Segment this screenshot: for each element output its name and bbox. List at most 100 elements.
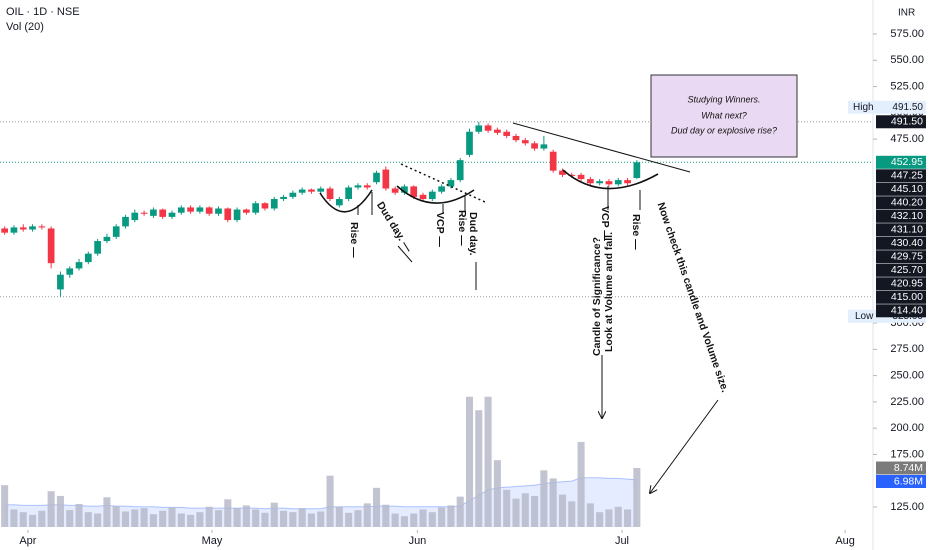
candle-body: [466, 131, 473, 155]
candle-body: [94, 241, 101, 254]
volume-bar: [586, 503, 594, 527]
candle-body: [335, 199, 343, 206]
note-text: What next?: [701, 110, 747, 120]
volume-bar: [205, 506, 213, 527]
x-tick-label: May: [202, 535, 223, 547]
candle-body: [531, 143, 538, 149]
candle-body: [512, 135, 520, 141]
volume-bar: [363, 503, 371, 527]
volume-bar: [391, 513, 399, 527]
price-box: [876, 236, 926, 250]
volume-bar: [614, 506, 622, 527]
volume-bar: [531, 495, 539, 527]
candle-body: [233, 209, 241, 221]
volume-bar: [475, 410, 483, 527]
y-tick-label: 525.00: [890, 80, 924, 92]
candle-body: [19, 227, 27, 230]
volume-bar: [410, 513, 418, 527]
volume-bar: [289, 512, 297, 527]
price-box: [876, 182, 926, 196]
price-label: 491.50: [891, 116, 923, 128]
y-tick-label: 475.00: [890, 133, 924, 145]
annotation: Rise —: [456, 210, 468, 246]
volume-bar: [47, 491, 55, 527]
candle-body: [131, 212, 139, 221]
candle-body: [624, 180, 631, 184]
price-label: 452.95: [891, 156, 923, 168]
y-tick-label: 550.00: [890, 54, 924, 66]
price-box: [876, 250, 926, 264]
annotation: Dud day.: [467, 212, 479, 256]
candle-body: [438, 186, 445, 192]
volume-bar: [484, 396, 492, 527]
candle-body: [38, 226, 46, 228]
note-text: Studying Winners.: [688, 94, 761, 104]
price-box: [876, 290, 926, 304]
candle-body: [587, 179, 594, 184]
candle-body: [363, 185, 371, 188]
price-box: [876, 115, 926, 129]
annotation: Now check this candle and Volume size.: [655, 201, 731, 394]
candle-body: [140, 212, 148, 214]
volume-bar: [382, 504, 390, 527]
volume-bar: [10, 509, 18, 527]
y-tick-label: 200.00: [890, 422, 924, 434]
volume-bar: [149, 514, 157, 527]
price-label: 447.25: [891, 170, 923, 182]
volume-bar: [428, 512, 436, 527]
volume-bar: [84, 512, 92, 527]
volume-bar: [280, 510, 288, 527]
price-box: [876, 169, 926, 183]
note-text: Dud day or explosive rise?: [671, 125, 777, 135]
drawings: [319, 122, 719, 493]
candle-body: [568, 174, 576, 176]
price-label: 445.10: [891, 183, 923, 195]
annotation: Rise —: [348, 222, 360, 258]
annotation: VCP —: [434, 212, 446, 247]
volume-bar: [38, 510, 46, 527]
volume-bar: [503, 489, 511, 527]
y-tick-label: 175.00: [890, 448, 924, 460]
volume-bar: [521, 493, 529, 527]
candle-body: [103, 236, 111, 242]
price-box: [876, 223, 926, 237]
volume-bar: [196, 512, 204, 527]
trend-line: [512, 122, 691, 173]
candle-body: [354, 185, 362, 188]
x-tick-label: Jun: [409, 535, 427, 547]
price-label: 440.20: [891, 197, 923, 209]
price-label: 430.40: [891, 237, 923, 249]
candle-body: [10, 227, 18, 233]
volume-bar: [447, 505, 455, 527]
price-box: [876, 209, 926, 223]
high-label: High: [853, 102, 874, 113]
candle-body: [57, 274, 64, 290]
price-box: [876, 155, 926, 169]
volume-bar: [558, 494, 567, 527]
candle-body: [298, 189, 306, 193]
candle-body: [159, 209, 167, 217]
price-label: 414.40: [891, 305, 923, 317]
price-box: [876, 263, 926, 277]
volume-bar: [326, 475, 334, 527]
y-tick-label: 250.00: [890, 370, 924, 382]
volume-bar: [19, 512, 27, 527]
high-value: 491.50: [892, 102, 923, 113]
volume-bar: [633, 468, 641, 527]
volume-bar: [140, 508, 148, 527]
low-label: Low: [855, 311, 874, 322]
price-box: [876, 304, 926, 318]
volume-bar: [493, 460, 501, 527]
volume-bar: [131, 509, 139, 527]
volume-bar: [512, 498, 520, 527]
x-tick-label: Apr: [19, 535, 36, 547]
candle-body: [494, 129, 501, 133]
volume-bar: [345, 512, 353, 527]
cup-arc: [396, 185, 475, 204]
volume-bar: [187, 514, 195, 527]
volume-bar: [307, 513, 315, 527]
volume-bar: [177, 513, 185, 527]
arrow: [397, 245, 413, 263]
volume-bar: [103, 497, 111, 527]
